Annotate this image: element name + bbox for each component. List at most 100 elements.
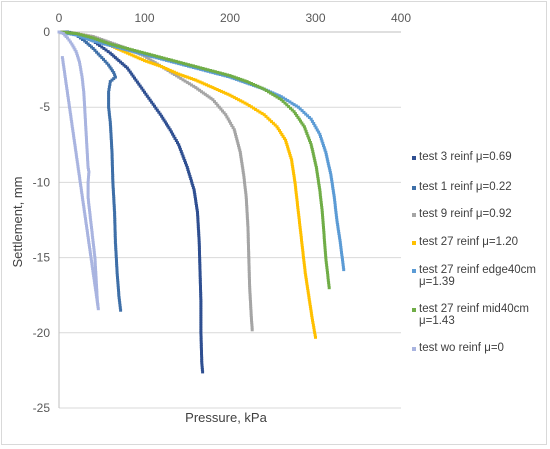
data-point [248,283,252,287]
data-point [157,55,161,59]
data-point [335,216,339,219]
data-point [327,286,331,290]
data-point [93,258,97,262]
data-point [77,172,81,176]
data-point [91,238,95,242]
data-point [113,222,117,226]
data-point [256,109,260,113]
data-point [310,316,314,320]
data-point [81,203,85,206]
data-point [254,83,258,87]
data-point [89,218,93,222]
data-point [284,97,288,101]
data-point [317,183,321,187]
data-point [91,39,95,43]
data-point [175,74,179,78]
data-point [66,96,70,100]
data-point [110,157,114,161]
data-point [173,136,177,140]
data-point [106,50,110,54]
data-point [308,305,312,308]
data-point [113,217,117,221]
data-point [199,347,203,351]
data-point [199,342,203,346]
data-point [247,81,251,85]
data-point [320,203,323,207]
legend-entry: test wo reinf μ=0 [412,342,504,354]
data-point [318,132,322,136]
data-point [197,248,201,251]
data-point [233,130,237,134]
data-point [237,146,241,150]
y-tick-label: 0 [43,25,50,39]
data-point [113,43,117,47]
data-point [297,213,301,217]
data-point [316,179,320,183]
data-point [83,103,86,107]
data-point [326,273,330,277]
data-point [87,238,90,242]
data-point [290,108,294,112]
data-point [95,295,99,299]
data-point [222,90,226,94]
data-point [147,52,151,56]
legend-entry: test 27 reinf mid40cm μ=1.43 [412,303,529,327]
data-point [130,48,134,52]
data-point [78,35,82,38]
data-point [86,233,90,237]
data-point [168,68,172,72]
data-point [199,305,203,309]
data-point [73,48,77,52]
data-point [84,135,88,139]
data-point [316,177,320,181]
data-point [329,173,333,177]
data-point [108,115,112,119]
data-point [88,208,91,212]
data-point [333,203,337,207]
data-point [196,227,200,231]
data-point [94,271,98,275]
data-point [93,253,97,257]
data-point [149,61,153,65]
data-point [94,278,98,282]
data-point [317,186,321,190]
data-point [84,128,88,132]
data-point [192,77,196,81]
data-point [114,252,118,256]
data-point [235,139,239,143]
data-point [177,60,181,64]
data-point [304,129,308,133]
data-point [211,98,215,102]
data-point [199,335,203,339]
data-point [91,271,95,275]
data-point [234,132,237,136]
data-point [115,266,119,270]
data-point [82,88,85,92]
data-point [318,193,322,197]
data-point [187,82,191,86]
data-point [229,121,233,125]
data-point [285,143,289,147]
data-point [160,65,164,69]
data-point [95,297,99,301]
data-point [224,91,228,95]
data-point [280,133,284,136]
data-point [219,107,223,111]
data-point [111,178,115,182]
data-point [80,191,84,195]
data-point [331,186,335,190]
data-point [245,202,249,206]
data-point [110,141,113,145]
data-point [198,254,202,258]
data-point [90,231,94,234]
data-point [324,153,328,157]
data-point [86,236,90,240]
data-point [90,45,93,49]
data-point [94,276,98,280]
data-point [143,90,146,94]
data-point [231,126,235,130]
data-point [213,71,217,75]
data-point [109,67,113,71]
data-point [277,94,281,98]
data-point [249,309,253,313]
